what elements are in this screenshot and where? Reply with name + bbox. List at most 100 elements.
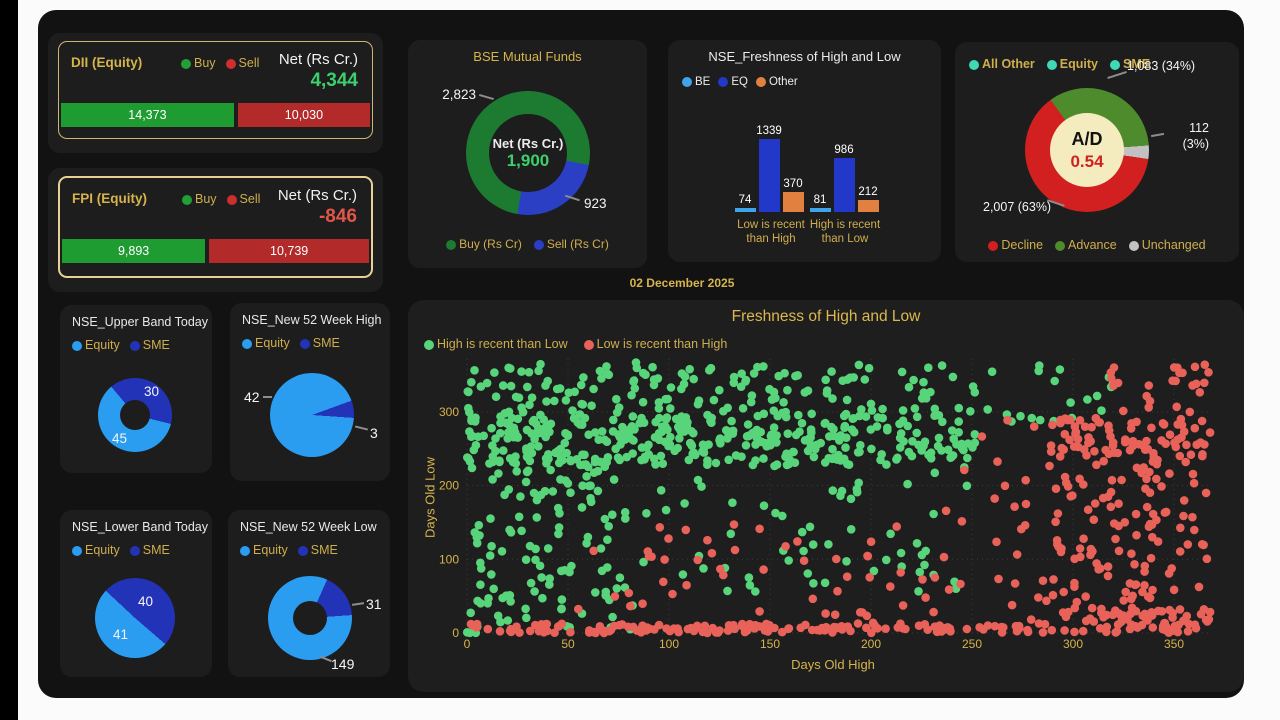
fpi-buy-sell-bar[interactable]: 9,893 10,739 [62,239,369,263]
bar-EQ[interactable] [833,158,855,212]
legend-item-eq[interactable]: EQ [718,76,748,88]
svg-text:0: 0 [452,626,459,640]
low52-title: NSE_New 52 Week Low [240,520,377,534]
legend-item-decline[interactable]: Decline [988,238,1043,252]
legend-item-equity[interactable]: Equity [72,338,120,352]
bar-group-high-recent[interactable]: 81 986 212 [809,144,879,212]
legend-item-sme[interactable]: SME [1110,57,1150,71]
fpi-buy-bar[interactable]: 9,893 [62,239,206,263]
fpi-legend: Buy Sell [182,192,260,206]
decline-dot-icon [988,240,999,251]
svg-text:300: 300 [439,405,459,419]
low52-donut-hole [293,601,327,635]
dii-equity-card[interactable]: DII (Equity) Buy Sell Net (Rs Cr.) 4,344… [48,33,383,153]
low52-donut[interactable] [268,576,352,660]
legend-item-all-other[interactable]: All Other [969,57,1035,71]
freshness-bars-title: NSE_Freshness of High and Low [708,49,901,64]
bse-donut[interactable]: Net (Rs Cr.) 1,900 [466,91,590,215]
callout-line [355,425,368,431]
legend-item-equity[interactable]: Equity [242,336,290,350]
svg-text:50: 50 [561,637,575,651]
legend-item-sme[interactable]: SME [129,543,170,557]
nse-lower-band-card[interactable]: NSE_Lower Band Today Equity SME 40 41 [60,510,212,677]
ad-decline-label: 2,007 (63%) [983,200,1052,214]
bar-BE[interactable] [809,208,831,212]
high52-pie[interactable] [270,373,354,457]
fpi-equity-card[interactable]: FPI (Equity) Buy Sell Net (Rs Cr.) -846 … [48,168,383,292]
equity-dot-icon [1046,59,1057,70]
high52-sme-label: 3 [370,425,378,441]
svg-text:200: 200 [861,637,881,651]
dii-net-label: Net (Rs Cr.) [278,51,358,68]
legend-item-other[interactable]: Other [755,76,798,88]
legend-item-equity[interactable]: Equity [240,543,288,557]
sme-dot-icon [297,545,308,556]
legend-item-sell[interactable]: Sell [225,56,259,70]
advance-decline-card[interactable]: All Other Equity SME A/D 0.54 1,083 (34%… [955,42,1239,262]
lower-band-equity-label: 41 [113,627,129,642]
legend-item-low-recent[interactable]: Low is recent than High [583,337,727,351]
legend-item-sme[interactable]: SME [297,543,338,557]
scatter-plot[interactable]: 0 50 100 150 200 250 300 350 0 100 200 300 [433,355,1223,655]
nse-52-week-high-card[interactable]: NSE_New 52 Week High Equity SME 42 3 [230,303,390,481]
callout-line [479,93,494,100]
bar-Other[interactable] [857,200,879,212]
fpi-sell-bar[interactable]: 10,739 [209,239,369,263]
bar-EQ[interactable] [758,139,780,212]
scatter-title: Freshness of High and Low [731,308,921,325]
legend-item-buy[interactable]: Buy (Rs Cr) [446,237,522,251]
legend-item-advance[interactable]: Advance [1055,238,1117,252]
nse-freshness-bar-card[interactable]: NSE_Freshness of High and Low BE EQ Othe… [668,40,941,262]
legend-item-sell[interactable]: Sell [226,192,260,206]
svg-text:100: 100 [659,637,679,651]
advance-dot-icon [1055,240,1066,251]
legend-item-high-recent[interactable]: High is recent than Low [424,337,568,351]
legend-item-unchanged[interactable]: Unchanged [1128,238,1206,252]
bse-donut-center: Net (Rs Cr.) 1,900 [489,114,567,192]
dii-buy-sell-bar[interactable]: 14,373 10,030 [61,103,370,127]
buy-dot-icon [182,194,192,205]
dii-border-box: DII (Equity) Buy Sell Net (Rs Cr.) 4,344… [58,41,373,139]
ad-donut-center: A/D 0.54 [1050,113,1124,187]
legend-item-be[interactable]: BE [682,76,710,88]
equity-dot-icon [240,545,250,556]
legend-item-buy[interactable]: Buy [182,192,217,206]
nse-upper-band-card[interactable]: NSE_Upper Band Today Equity SME 30 45 [60,305,212,473]
freshness-scatter-card[interactable]: Freshness of High and Low High is recent… [408,300,1244,692]
bar-BE[interactable] [734,208,756,212]
bse-title: BSE Mutual Funds [473,49,582,64]
dii-sell-bar[interactable]: 10,030 [237,103,370,127]
sme-dot-icon [129,340,140,351]
dii-buy-bar[interactable]: 14,373 [61,103,234,127]
svg-text:250: 250 [962,637,982,651]
ad-donut[interactable]: A/D 0.54 [1025,88,1149,212]
low52-sme-label: 31 [366,596,382,612]
svg-text:100: 100 [439,552,459,566]
sme-dot-icon [299,338,310,349]
ad-top-legend: All Other Equity SME [969,57,1150,71]
dii-title: DII (Equity) [71,55,143,70]
callout-line [263,396,272,398]
legend-item-buy[interactable]: Buy [181,56,216,70]
nse-52-week-low-card[interactable]: NSE_New 52 Week Low Equity SME 31 149 [228,510,390,677]
lower-band-pie[interactable] [95,578,175,658]
upper-band-equity-label: 45 [112,431,128,446]
legend-item-sme[interactable]: SME [129,338,170,352]
bse-center-value: 1,900 [506,150,550,170]
svg-text:200: 200 [439,479,459,493]
bar-Other[interactable] [782,192,804,212]
legend-item-equity[interactable]: Equity [72,543,120,557]
legend-item-sme[interactable]: SME [299,336,340,350]
fpi-net-label: Net (Rs Cr.) [277,187,357,204]
report-date: 02 December 2025 [629,276,735,290]
be-dot-icon [682,76,692,87]
legend-item-equity[interactable]: Equity [1046,57,1098,71]
sell-dot-icon [225,58,236,69]
upper-band-legend: Equity SME [72,338,170,352]
low-recent-dot-icon [583,339,594,350]
legend-item-sell[interactable]: Sell (Rs Cr) [533,237,609,251]
bse-mutual-funds-card[interactable]: BSE Mutual Funds Net (Rs Cr.) 1,900 2,82… [408,40,647,268]
upper-band-donut[interactable] [98,378,172,452]
bar-group-low-recent[interactable]: 74 1339 370 [734,125,804,212]
other-dot-icon [755,76,766,87]
